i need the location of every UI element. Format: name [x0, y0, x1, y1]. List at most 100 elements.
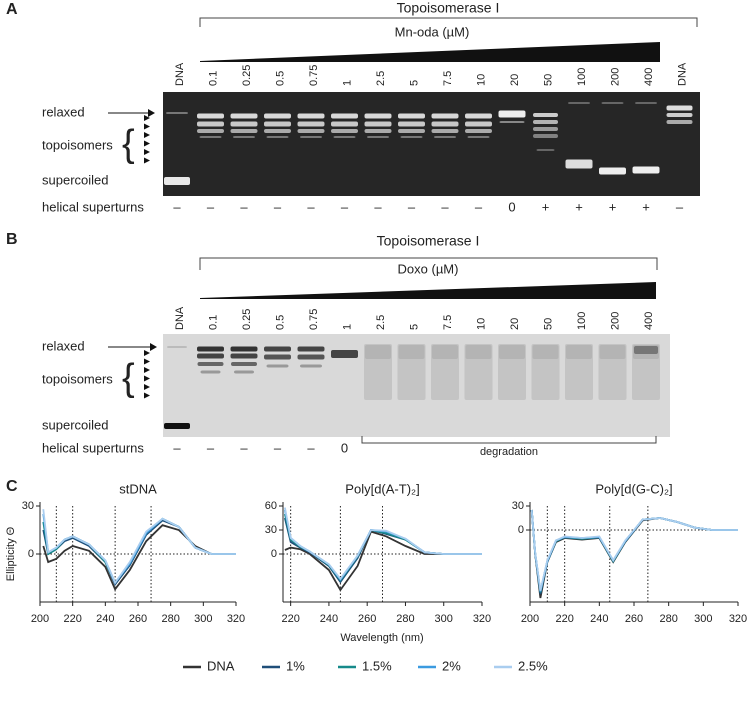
- gel-band: [465, 129, 492, 133]
- gel-band: [230, 129, 258, 133]
- panel-label: A: [6, 1, 18, 18]
- topoisomer-marker: [144, 375, 150, 382]
- gel-band: [166, 112, 188, 114]
- gel-band: [465, 121, 492, 127]
- panel-label: B: [6, 231, 18, 248]
- legend-label: DNA: [207, 658, 235, 673]
- gel-band: [531, 344, 560, 400]
- topoisomer-marker: [144, 358, 150, 365]
- cd-line: [530, 509, 738, 591]
- relaxed-label: relaxed: [42, 338, 85, 353]
- x-tick-label: 320: [227, 613, 245, 625]
- gel-band: [565, 159, 593, 169]
- cd-line: [42, 509, 236, 585]
- gel-band: [364, 113, 392, 119]
- gel-band: [566, 345, 592, 359]
- gel-band: [333, 136, 356, 138]
- lane-label: DNA: [174, 62, 186, 86]
- topoisomer-marker: [144, 149, 150, 155]
- x-tick-label: 220: [63, 613, 81, 625]
- superturn-mark: 0: [508, 199, 515, 214]
- gel-band: [297, 121, 325, 127]
- gel-band: [565, 344, 593, 400]
- gel-band: [197, 129, 224, 133]
- gel-band: [635, 102, 657, 104]
- gel-band: [364, 344, 392, 400]
- gel-band: [498, 110, 526, 118]
- x-tick-label: 200: [521, 613, 539, 625]
- legend-label: 2%: [442, 658, 461, 673]
- gel-band: [164, 423, 190, 429]
- superturn-mark: +: [642, 199, 650, 214]
- x-tick-label: 320: [473, 613, 491, 625]
- lane-label: 0.1: [207, 71, 219, 86]
- gel-band: [432, 345, 458, 359]
- gel-band: [331, 113, 358, 119]
- gel-band: [331, 129, 358, 133]
- gel-band: [199, 136, 222, 138]
- superturn-mark: –: [341, 199, 349, 214]
- gel-band: [297, 346, 325, 352]
- chart-title: Poly[d(A-T)₂]: [345, 481, 419, 496]
- lane-label: 5: [408, 324, 420, 330]
- lane-label: 5: [408, 80, 420, 86]
- arrow-head: [148, 109, 155, 117]
- gel-band: [364, 121, 392, 127]
- lane-label: 0.75: [308, 65, 320, 86]
- gel-band: [431, 129, 459, 133]
- y-axis-label: Ellipticity Θ: [5, 526, 17, 581]
- gel-band: [533, 134, 558, 138]
- x-tick-label: 300: [435, 613, 453, 625]
- lane-label: 0.75: [308, 309, 320, 330]
- enzyme-label: Topoisomerase I: [397, 0, 500, 16]
- superturn-mark: –: [307, 199, 315, 214]
- lane-label: 10: [475, 74, 487, 86]
- x-tick-label: 220: [555, 613, 573, 625]
- x-axis-label: Wavelength (nm): [340, 632, 423, 644]
- lane-label: 100: [576, 312, 588, 330]
- gel-band: [264, 346, 291, 352]
- superturn-mark: –: [475, 199, 483, 214]
- gel-band: [632, 344, 660, 400]
- gel-band: [398, 129, 425, 133]
- bracket: [199, 257, 658, 270]
- cd-line: [530, 509, 738, 593]
- lane-label: 0.25: [241, 65, 253, 86]
- x-tick-label: 200: [31, 613, 49, 625]
- topoisomer-marker: [144, 392, 150, 399]
- x-tick-label: 220: [281, 613, 299, 625]
- superturn-mark: –: [274, 440, 282, 455]
- gel-band: [264, 129, 291, 133]
- lane-label: 50: [542, 74, 554, 86]
- gel-band: [398, 345, 425, 359]
- gel-band: [666, 113, 693, 117]
- gel-band: [230, 121, 258, 127]
- cd-line: [284, 513, 482, 582]
- degradation-label: degradation: [480, 446, 538, 458]
- gel-band: [230, 346, 258, 352]
- y-tick-label: 60: [265, 500, 277, 512]
- lane-label: 0.5: [274, 315, 286, 330]
- gel-band: [533, 113, 558, 117]
- gel-band: [266, 136, 289, 138]
- lane-label: 20: [509, 318, 521, 330]
- gel-band: [297, 129, 325, 133]
- brace: {: [122, 357, 135, 399]
- superturn-mark: +: [575, 199, 583, 214]
- lane-label: 200: [609, 68, 621, 86]
- topoisomer-marker: [144, 384, 150, 390]
- gel-band: [197, 121, 224, 127]
- y-tick-label: 30: [512, 500, 524, 512]
- supercoiled-label: supercoiled: [42, 417, 109, 432]
- gel-band: [568, 102, 590, 104]
- gel-band: [431, 344, 459, 400]
- x-tick-label: 280: [161, 613, 179, 625]
- superturn-mark: –: [173, 199, 181, 214]
- gel-band: [197, 353, 224, 359]
- lane-label: 0.1: [207, 315, 219, 330]
- cd-line: [284, 507, 482, 581]
- gel-band: [367, 136, 389, 138]
- lane-label: 2.5: [375, 315, 387, 330]
- superturn-mark: –: [307, 440, 315, 455]
- gel-band: [266, 364, 289, 368]
